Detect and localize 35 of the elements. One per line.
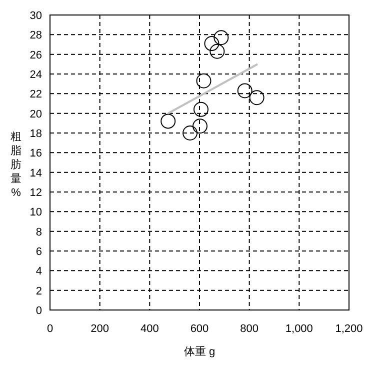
- y-tick-label: 16: [30, 148, 42, 160]
- y-tick-label: 18: [30, 128, 42, 140]
- point: [160, 114, 176, 129]
- y-axis-title: 粗脂肪量%: [10, 131, 22, 199]
- x-tick-label: 400: [140, 323, 159, 335]
- point: [214, 30, 229, 46]
- y-tick-label: 26: [30, 49, 42, 62]
- x-tick-label: 600: [190, 323, 209, 335]
- point: [182, 126, 198, 140]
- y-tick-label: 8: [36, 226, 42, 238]
- point: [204, 36, 220, 52]
- point: [193, 102, 208, 117]
- x-tick-label: 200: [90, 323, 110, 335]
- y-tick-label: 2: [36, 285, 42, 298]
- y-tick-label: 6: [36, 246, 42, 258]
- point: [249, 90, 264, 106]
- point: [196, 73, 212, 88]
- y-tick-label: 20: [30, 108, 42, 120]
- y-tick-label: 0: [36, 305, 42, 317]
- x-tick-label: 1,200: [335, 323, 363, 335]
- point: [210, 44, 225, 59]
- y-tick-label: 4: [36, 266, 42, 278]
- y-tick-label: 28: [30, 30, 42, 42]
- y-tick-label: 24: [30, 69, 42, 81]
- point: [192, 118, 208, 134]
- x-tick-label: 1,000: [285, 323, 313, 335]
- x-tick-label: 800: [240, 323, 259, 335]
- y-tick-label: 10: [30, 206, 42, 219]
- y-tick-label: 14: [30, 167, 42, 180]
- y-tick-label: 22: [30, 88, 42, 101]
- x-tick-label: 0: [46, 323, 54, 335]
- x-axis-title: 体重 g: [184, 345, 216, 358]
- y-tick-label: 30: [30, 10, 42, 22]
- point: [237, 83, 252, 98]
- y-tick-label: 12: [30, 187, 42, 199]
